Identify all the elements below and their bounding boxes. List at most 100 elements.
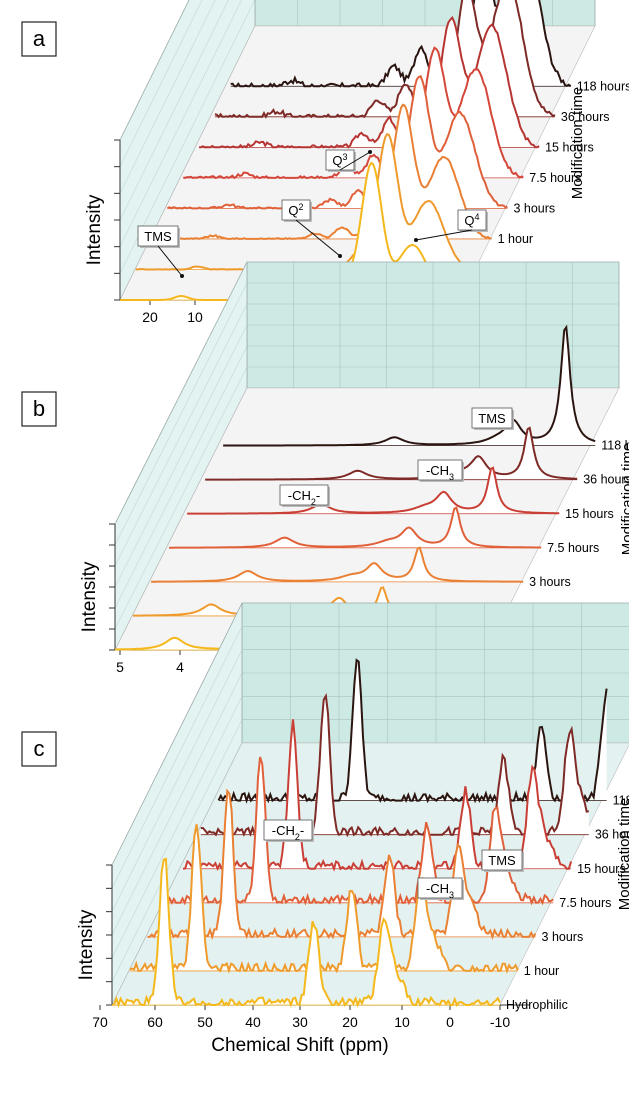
- panel-label-box: [21, 731, 57, 767]
- annotation-ch2: -CH2-: [263, 819, 314, 842]
- callout-main: -CH: [426, 463, 449, 478]
- callout-arrow-head: [368, 150, 372, 154]
- series-label: 3 hours: [513, 201, 555, 215]
- x-tick-label: 40: [245, 1014, 261, 1030]
- grid-line: [114, 345, 248, 609]
- x-axis-title: Chemical Shift (ppm): [211, 1035, 388, 1056]
- callout-text: -CH2-: [272, 823, 304, 842]
- series-3-hours: 3 hours: [166, 74, 555, 215]
- series-line: [151, 103, 492, 240]
- panel-label-text: a: [33, 26, 46, 51]
- series-1-hour: 1 hour: [129, 824, 559, 978]
- callout-arrow: [157, 245, 183, 277]
- callout-text: -CH2-: [288, 488, 320, 507]
- y-axis-title: Intensity: [79, 561, 100, 632]
- grid-line: [114, 282, 248, 546]
- series-label: 36 hours: [561, 110, 610, 124]
- series-fill: [183, 47, 524, 178]
- series-fill: [169, 507, 542, 548]
- callout-sup: 3: [343, 152, 348, 162]
- callout-box: [417, 459, 463, 481]
- series-line: [205, 426, 578, 481]
- grid-line: [111, 672, 243, 936]
- series-1-hour: 1 hour: [151, 103, 533, 246]
- series-line: [129, 824, 519, 975]
- series-7.5-hours: 7.5 hours: [169, 506, 599, 555]
- callout-main: Q: [464, 213, 474, 228]
- callout-arrow-head: [180, 274, 184, 278]
- series-line: [199, 15, 540, 149]
- panel-c: Intensity 70 60 50 40 30 20 10 0 -10 Chemical Shif…: [21, 602, 629, 1056]
- series-fill: [167, 76, 508, 209]
- series-label: 3 hours: [529, 575, 571, 589]
- series-label: 7.5 hours: [529, 171, 581, 185]
- callout-box: [279, 484, 329, 506]
- series-fill: [151, 104, 492, 239]
- z-axis-title: Modification time: [616, 798, 629, 911]
- x-tick-label: -10: [490, 1014, 510, 1030]
- callout-arrow-head: [338, 254, 342, 258]
- callout-main: Q: [332, 153, 342, 168]
- annotation-ch3: -CH3: [417, 877, 464, 900]
- series-36-hours: 36 hours: [205, 426, 629, 487]
- grid-line: [111, 696, 243, 959]
- grid-line: [111, 719, 243, 982]
- annotation-q2: Q2: [281, 199, 342, 258]
- panel-label-box: [21, 391, 57, 427]
- x-tick-label: 50: [197, 1014, 213, 1030]
- series-line: [217, 658, 608, 805]
- series-line: [187, 466, 560, 515]
- x-tick-label: 70: [92, 1014, 108, 1030]
- series-fill: [165, 757, 554, 903]
- callout-text: -CH3: [426, 463, 454, 482]
- y-axis-title: Intensity: [84, 194, 105, 265]
- series-label: 7.5 hours: [559, 896, 611, 910]
- callout-main: -CH: [426, 881, 449, 896]
- series-label: 15 hours: [577, 862, 626, 876]
- series-3-hours: 3 hours: [151, 546, 571, 589]
- callout-box: [417, 877, 463, 899]
- series-118-hours: 118 hours: [217, 658, 629, 808]
- x-tick-label: 10: [187, 309, 203, 325]
- callout-main: TMS: [478, 411, 506, 426]
- y-axis: [114, 139, 121, 301]
- z-axis-title: Modification time: [619, 443, 629, 556]
- callout-main: TMS: [488, 853, 516, 868]
- y-axis-title: Intensity: [76, 909, 97, 980]
- series-label: 3 hours: [542, 930, 584, 944]
- x-tick-label: 20: [142, 309, 158, 325]
- series-fill: [129, 824, 518, 971]
- panel-b: Intensity543210-1Chemical Shift (ppm)118…: [21, 261, 629, 701]
- series-15-hours: 15 hours: [187, 466, 614, 521]
- callout-sub: 3: [449, 472, 454, 482]
- callout-text: Q3: [332, 152, 347, 168]
- annotation-q3: Q3: [325, 149, 372, 172]
- callout-text: Q4: [464, 212, 479, 228]
- series-fill: [183, 719, 572, 869]
- series-label: 36 hours: [583, 473, 629, 487]
- series-label: 15 hours: [545, 140, 594, 154]
- annotation-q4: Q4: [414, 209, 488, 242]
- panel-a: Intensity20100-80-90-100-110-120Chemical…: [21, 0, 629, 351]
- x-tick-label: 20: [342, 1014, 358, 1030]
- callout-suffix: -: [316, 488, 320, 503]
- callout-box: [263, 819, 313, 841]
- panel-label-text: c: [34, 736, 45, 761]
- series-fill: [135, 134, 476, 270]
- grid-line: [114, 324, 248, 588]
- annotation-tms: TMS: [481, 849, 524, 872]
- x-tick-label: 0: [446, 1014, 454, 1030]
- panel-label-box: [21, 21, 57, 57]
- callout-main: -CH: [272, 823, 295, 838]
- panel-label: c: [21, 731, 57, 767]
- series-label: 36 hours: [595, 828, 629, 842]
- series-line: [169, 506, 542, 549]
- series-label: 7.5 hours: [547, 541, 599, 555]
- callout-text: -CH3: [426, 881, 454, 900]
- annotation-tms: TMS: [471, 407, 514, 430]
- series-fill: [147, 791, 536, 937]
- series-fill: [223, 327, 596, 446]
- z-axis-title: Modification time: [569, 87, 586, 200]
- x-tick-label: 5: [116, 659, 124, 675]
